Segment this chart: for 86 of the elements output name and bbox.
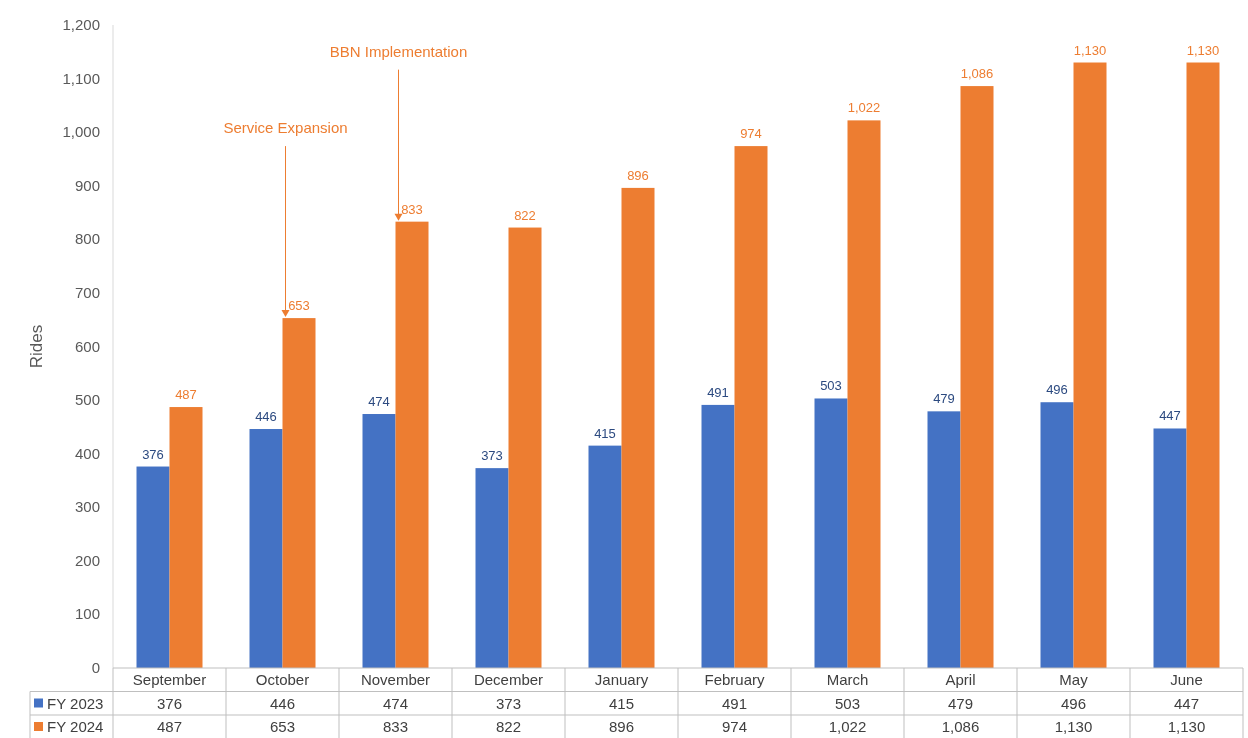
annotation: Service Expansion [223, 119, 348, 137]
text: 503 [820, 378, 842, 394]
bar [169, 407, 203, 668]
x-tick-label: December [473, 671, 544, 688]
text: 496 [1046, 382, 1068, 398]
data-label: 1,130 [1054, 718, 1093, 735]
text: 822 [514, 207, 536, 223]
text: 1,130 [1073, 42, 1107, 58]
y-tick-label: 600 [74, 337, 100, 355]
y-tick-label: 0 [91, 659, 100, 676]
data-label: 446 [269, 694, 296, 712]
text: 446 [255, 409, 277, 425]
text: 974 [740, 126, 762, 142]
legend-label: FY 2023 [47, 694, 104, 712]
text: 896 [627, 167, 649, 183]
bar [249, 429, 283, 668]
text: 415 [594, 425, 616, 441]
bar [847, 120, 881, 668]
data-label: 447 [1173, 694, 1200, 712]
y-tick-label: 200 [74, 551, 100, 569]
text: 376 [142, 446, 164, 462]
bar [1040, 402, 1074, 668]
y-tick-label: 1,200 [62, 16, 100, 33]
data-label: 896 [608, 718, 635, 735]
bar [1153, 428, 1187, 668]
data-label: 503 [834, 694, 861, 712]
y-tick-label: 1,100 [62, 69, 100, 87]
data-label: 487 [156, 718, 183, 735]
data-label: 479 [947, 694, 974, 712]
x-tick-label: June [1170, 671, 1203, 688]
data-label: 491 [721, 694, 748, 712]
text: 479 [933, 391, 955, 407]
bar [508, 227, 542, 668]
data-label: 496 [1060, 694, 1087, 712]
bar [814, 398, 848, 668]
text: 373 [481, 448, 503, 464]
x-tick-label: May [1059, 671, 1089, 688]
text: 447 [1159, 408, 1181, 424]
text: 487 [175, 387, 197, 403]
y-tick-label: 700 [74, 283, 100, 301]
data-label: 1,130 [1167, 718, 1206, 735]
text: 1,086 [960, 66, 994, 82]
text: 1,022 [847, 100, 881, 116]
bar [1073, 62, 1107, 668]
text: 491 [707, 384, 729, 400]
bar [1186, 62, 1220, 668]
text: 653 [288, 298, 310, 314]
x-tick-label: February [704, 671, 766, 688]
data-label: 1,086 [941, 718, 980, 735]
bar [136, 466, 170, 668]
y-tick-label: 500 [74, 391, 100, 409]
bar [475, 468, 509, 668]
data-label: 1,022 [828, 718, 867, 735]
text: 1,130 [1186, 42, 1220, 58]
y-tick-label: 900 [74, 176, 100, 194]
data-label: 376 [156, 694, 183, 712]
bar [362, 414, 396, 668]
data-label: 653 [269, 718, 296, 735]
data-label: 373 [495, 694, 522, 712]
legend-label: FY 2024 [47, 718, 104, 735]
y-tick-label: 1,000 [62, 123, 100, 141]
annotation: BBN Implementation [329, 42, 468, 60]
data-label: 474 [382, 694, 409, 712]
y-tick-label: 800 [74, 230, 100, 248]
y-tick-label: 400 [74, 444, 100, 462]
y-tick-label: 100 [74, 605, 100, 623]
bar [701, 404, 735, 668]
bar [734, 146, 768, 668]
x-tick-label: March [826, 671, 869, 688]
x-tick-label: September [132, 671, 207, 688]
x-tick-label: October [255, 671, 310, 688]
x-tick-label: January [594, 671, 649, 688]
y-tick-label: 300 [74, 498, 100, 516]
bar [960, 86, 994, 668]
bar [621, 187, 655, 668]
text: 474 [368, 394, 390, 410]
bar [927, 411, 961, 668]
data-label: 833 [382, 718, 409, 735]
data-label: 415 [608, 694, 635, 712]
data-label: 974 [721, 718, 748, 735]
bar [588, 445, 622, 668]
data-label: 822 [495, 718, 522, 735]
x-tick-label: November [360, 671, 431, 688]
x-tick-label: April [945, 671, 976, 688]
text: 833 [401, 201, 423, 217]
y-axis-title: Rides [27, 324, 46, 369]
